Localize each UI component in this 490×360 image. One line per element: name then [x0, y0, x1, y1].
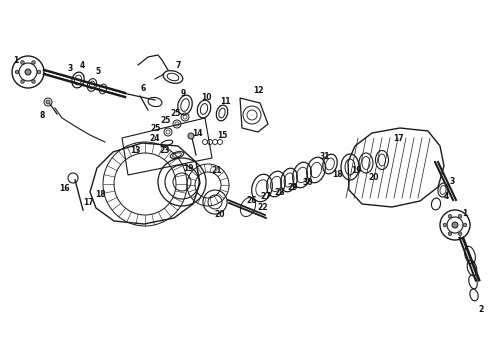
Text: 15: 15 [217, 131, 227, 140]
Text: 12: 12 [253, 86, 263, 95]
Text: 4: 4 [79, 60, 85, 69]
Text: 18: 18 [95, 189, 105, 198]
Text: 25: 25 [161, 116, 171, 125]
Circle shape [21, 61, 24, 64]
Text: 25: 25 [171, 108, 181, 117]
Text: 10: 10 [201, 93, 211, 102]
Text: 18: 18 [332, 170, 343, 179]
Circle shape [463, 223, 467, 227]
Text: 1: 1 [13, 55, 19, 64]
Text: 19: 19 [183, 163, 193, 172]
Circle shape [21, 80, 24, 83]
Circle shape [32, 80, 35, 83]
Circle shape [188, 133, 194, 139]
Text: 6: 6 [140, 84, 146, 93]
Text: 27: 27 [261, 192, 271, 201]
Text: 17: 17 [83, 198, 93, 207]
Text: 31: 31 [320, 152, 330, 161]
Text: 26: 26 [247, 195, 257, 204]
Circle shape [25, 69, 31, 75]
Circle shape [458, 232, 462, 235]
Text: 14: 14 [192, 129, 202, 138]
Text: 3: 3 [68, 63, 73, 72]
Text: 17: 17 [392, 134, 403, 143]
Circle shape [46, 100, 50, 104]
Circle shape [37, 70, 41, 74]
Text: 23: 23 [160, 145, 170, 154]
Circle shape [15, 70, 19, 74]
Text: 3: 3 [449, 176, 455, 185]
Text: 24: 24 [150, 134, 160, 143]
Text: 29: 29 [288, 183, 298, 192]
Text: 13: 13 [130, 145, 140, 154]
Text: 4: 4 [443, 192, 449, 201]
Text: 20: 20 [369, 172, 379, 181]
Text: 16: 16 [59, 184, 69, 193]
Circle shape [32, 61, 35, 64]
Text: 8: 8 [39, 111, 45, 120]
Text: 28: 28 [275, 188, 285, 197]
Text: 30: 30 [303, 177, 313, 186]
Circle shape [452, 222, 458, 228]
Text: 2: 2 [478, 306, 484, 315]
Circle shape [443, 223, 447, 227]
Circle shape [448, 232, 452, 235]
Text: 19: 19 [351, 166, 361, 175]
Text: 20: 20 [215, 210, 225, 219]
Text: 9: 9 [180, 89, 186, 98]
Text: 1: 1 [463, 208, 467, 217]
Text: 25: 25 [151, 123, 161, 132]
Text: 11: 11 [220, 96, 230, 105]
Text: 21: 21 [212, 166, 222, 175]
Circle shape [448, 215, 452, 218]
Text: 7: 7 [175, 60, 181, 69]
Text: 22: 22 [258, 202, 268, 212]
Text: 5: 5 [96, 67, 100, 76]
Circle shape [458, 215, 462, 218]
